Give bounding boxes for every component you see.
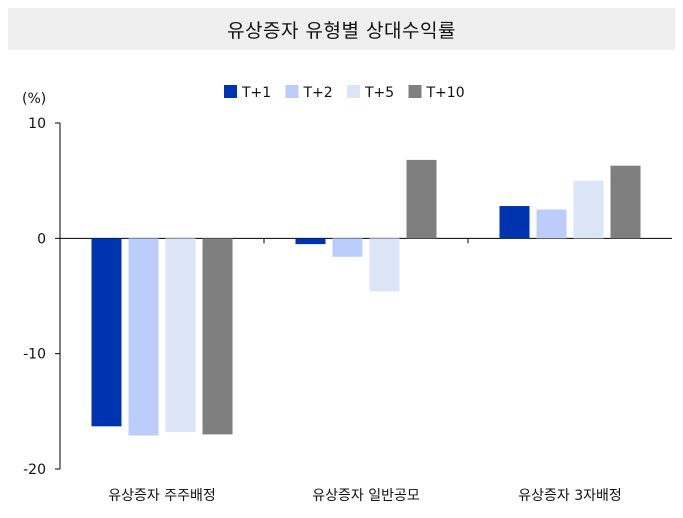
legend-label: T+10 (426, 85, 465, 101)
legend-swatch (347, 85, 360, 98)
legend-swatch (408, 85, 422, 98)
legend-label: T+5 (364, 85, 394, 101)
bar-tplus10-1 (202, 238, 233, 435)
bar-tplus5-1 (165, 238, 196, 433)
bar-tplus5-2 (369, 238, 400, 292)
bar-tplus2-3 (536, 209, 567, 239)
x-category-label: 유상증자 일반공모 (312, 488, 420, 504)
legend-item: T+2 (285, 85, 333, 101)
y-tick-label: 0 (37, 231, 46, 247)
bar-tplus2-1 (128, 238, 159, 436)
bar-tplus1-3 (499, 206, 530, 239)
axes: 10 0 -10 -20 유상증자 주주배정 유상증자 일반공모 유상증자 3자배정 (23, 116, 672, 504)
y-tick-label: -10 (23, 347, 46, 363)
bars (91, 159, 641, 436)
y-axis-unit: (%) (22, 91, 46, 107)
legend-item: T+1 (224, 85, 271, 101)
y-tick-label: -20 (23, 462, 46, 478)
x-category-label: 유상증자 3자배정 (518, 488, 622, 504)
bar-tplus1-2 (295, 238, 326, 245)
legend-item: T+5 (347, 85, 394, 101)
legend-item: T+10 (408, 85, 465, 101)
y-tick-label: 10 (28, 116, 46, 132)
legend-label: T+1 (241, 85, 271, 101)
legend: T+1 T+2 T+5 T+10 (224, 85, 465, 101)
chart-title-bar: 유상증자 유형별 상대수익률 (8, 8, 675, 50)
legend-swatch (224, 85, 237, 98)
bar-tplus2-2 (332, 238, 363, 257)
bar-tplus10-2 (406, 159, 437, 239)
legend-swatch (285, 85, 299, 98)
bar-tplus1-1 (91, 238, 122, 427)
bar-tplus10-3 (610, 165, 641, 239)
x-category-label: 유상증자 주주배정 (108, 488, 216, 504)
bar-tplus5-3 (573, 180, 604, 239)
chart-title: 유상증자 유형별 상대수익률 (227, 19, 456, 42)
legend-label: T+2 (303, 85, 333, 101)
